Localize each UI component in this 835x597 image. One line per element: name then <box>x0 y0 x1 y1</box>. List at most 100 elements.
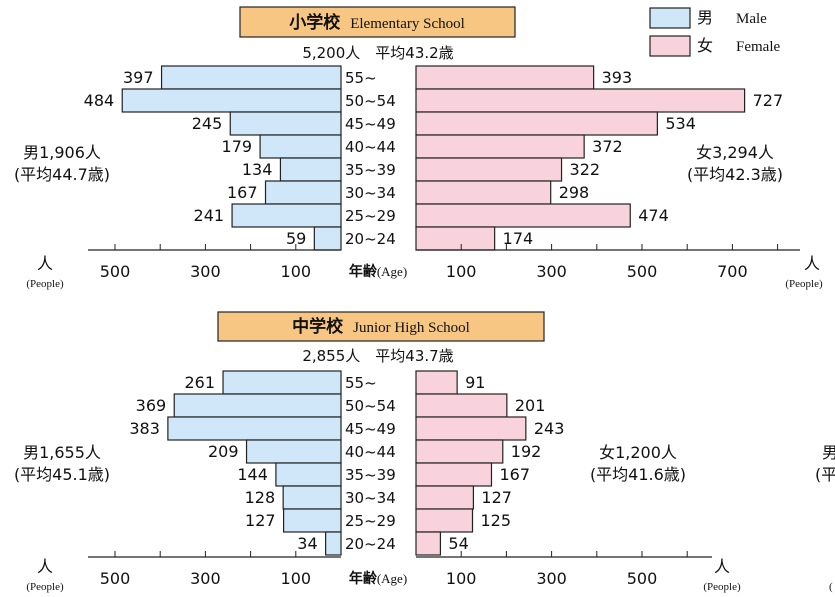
age-category-label: 50~54 <box>345 397 396 415</box>
male-bar <box>313 226 342 251</box>
female-value-label: 474 <box>638 206 669 225</box>
tick-label-right: 500 <box>627 569 658 588</box>
title-box <box>217 311 545 342</box>
chart-title: 中学校 Junior High School <box>292 316 470 337</box>
female-value-label: 243 <box>534 419 565 438</box>
tick-label-left: 500 <box>100 569 131 588</box>
age-category-label: 50~54 <box>345 92 396 110</box>
tick-label-right: 700 <box>717 262 748 281</box>
age-category-label: 30~34 <box>345 184 396 202</box>
male-bar <box>282 485 342 510</box>
male-bar <box>259 134 342 159</box>
age-category-label: 35~39 <box>345 466 396 484</box>
age-category-label: 25~29 <box>345 207 396 225</box>
male-total: 男1,655人 <box>23 443 101 462</box>
axis-center-jp: 年齢 <box>349 570 378 587</box>
male-bar <box>173 393 342 418</box>
chart-subtitle: 5,200人 平均43.2歳 <box>302 44 453 62</box>
male-value-label: 179 <box>222 137 253 156</box>
elementary-pyramid: 小学校 Elementary School 5,200人 平均43.2歳 397 3… <box>14 6 823 290</box>
female-bar <box>415 370 458 395</box>
male-value-label: 134 <box>242 160 273 179</box>
tick-label-right: 100 <box>446 569 477 588</box>
cutoff-paren: ( <box>829 581 833 593</box>
male-value-label: 59 <box>286 229 306 248</box>
male-bar <box>231 203 342 228</box>
female-value-label: 322 <box>570 160 601 179</box>
female-total: 女1,200人 <box>599 443 677 462</box>
chart-title-en: Elementary School <box>350 16 465 32</box>
bars: 397 393 55~ 484 727 50~54 245 534 45~49 179 372 40~… <box>84 65 784 251</box>
female-bar <box>415 416 527 441</box>
junior-high-pyramid: 中学校 Junior High School 2,855人 平均43.7歳 261… <box>14 311 741 593</box>
male-value-label: 261 <box>184 373 215 392</box>
axis-center-label: 年齢(Age) <box>349 263 407 280</box>
tick-label-right: 100 <box>446 262 477 281</box>
axis-center-en: (Age) <box>377 571 407 586</box>
female-value-label: 127 <box>481 488 512 507</box>
age-category-label: 40~44 <box>345 443 396 461</box>
female-average: (平均41.6歳) <box>590 465 686 484</box>
age-category-label: 25~29 <box>345 512 396 530</box>
male-bar <box>279 157 342 182</box>
male-bar <box>282 508 342 533</box>
cutoff-avg-prefix: (平 <box>815 465 835 484</box>
female-value-label: 174 <box>503 229 534 248</box>
tick-label-right: 300 <box>536 262 567 281</box>
title-box <box>239 6 516 38</box>
age-category-label: 35~39 <box>345 161 396 179</box>
legend: 男 Male 女 Female <box>649 7 780 57</box>
female-value-label: 54 <box>448 534 468 553</box>
male-bar <box>275 462 342 487</box>
female-average: (平均42.3歳) <box>687 165 783 184</box>
female-value-label: 167 <box>499 465 530 484</box>
tick-label-left: 300 <box>190 569 221 588</box>
male-value-label: 209 <box>208 442 239 461</box>
male-value-label: 241 <box>194 206 225 225</box>
legend-female-swatch <box>649 35 691 57</box>
female-bar <box>415 180 552 205</box>
tick-label-left: 300 <box>190 262 221 281</box>
female-value-label: 372 <box>592 137 623 156</box>
x-axis: 500 300 100 100 300 500 700 <box>88 244 800 281</box>
legend-male-swatch <box>649 7 691 29</box>
male-value-label: 383 <box>129 419 160 438</box>
chart-subtitle: 2,855人 平均43.7歳 <box>302 347 453 365</box>
legend-female-en: Female <box>736 39 780 55</box>
female-bar <box>415 134 585 159</box>
male-value-label: 127 <box>245 511 276 530</box>
unit-left-jp: 人 <box>37 557 53 576</box>
tick-label-left: 100 <box>281 569 312 588</box>
female-bar <box>415 65 595 90</box>
male-bar <box>325 531 342 556</box>
unit-right-en: (People) <box>703 581 741 593</box>
tick-label-right: 300 <box>536 569 567 588</box>
axis-center-en: (Age) <box>377 264 407 279</box>
female-value-label: 727 <box>753 91 784 110</box>
bars: 261 91 55~ 369 201 50~54 383 243 45~49 209 192 40~4… <box>129 370 565 556</box>
unit-left-en: (People) <box>26 278 64 290</box>
chart-title: 小学校 Elementary School <box>289 12 465 33</box>
male-value-label: 34 <box>297 534 317 553</box>
male-value-label: 397 <box>123 68 154 87</box>
unit-left-en: (People) <box>26 581 64 593</box>
female-value-label: 192 <box>511 442 542 461</box>
female-bar <box>415 203 631 228</box>
female-value-label: 298 <box>559 183 590 202</box>
age-category-label: 30~34 <box>345 489 396 507</box>
male-total: 男1,906人 <box>23 143 101 162</box>
male-bar <box>229 111 342 136</box>
age-category-label: 40~44 <box>345 138 396 156</box>
tick-label-left: 500 <box>100 262 131 281</box>
female-value-label: 393 <box>602 68 633 87</box>
age-category-label: 20~24 <box>345 535 396 553</box>
chart-title-jp: 中学校 <box>292 316 344 337</box>
female-value-label: 91 <box>465 373 485 392</box>
male-value-label: 128 <box>245 488 276 507</box>
cutoff-male-prefix: 男 <box>822 443 835 462</box>
male-bar <box>167 416 342 441</box>
female-value-label: 201 <box>515 396 546 415</box>
legend-male-jp: 男 <box>697 8 713 27</box>
legend-male-en: Male <box>736 11 767 27</box>
